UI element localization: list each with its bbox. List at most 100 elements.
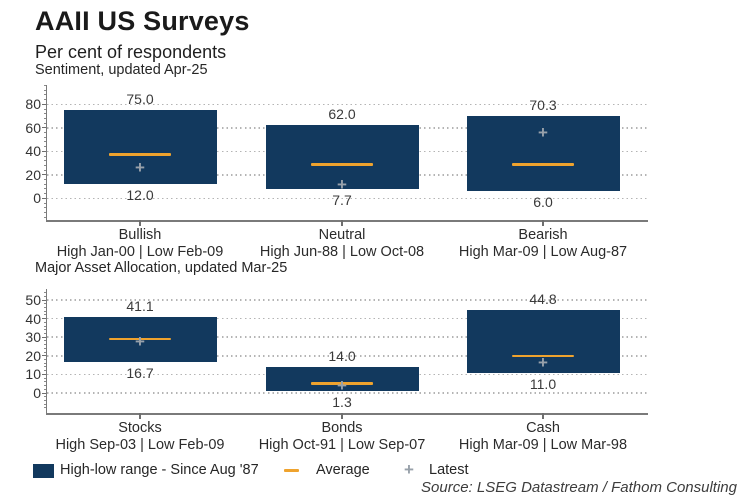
gridline (47, 103, 648, 106)
low-value-label: 1.3 (332, 393, 352, 410)
y-axis-minor-tick (43, 169, 47, 171)
y-axis-minor-tick (43, 160, 47, 162)
range-bar (265, 125, 419, 190)
y-axis-minor-tick (43, 403, 47, 405)
y-axis-tick-label: 40 (25, 310, 41, 327)
y-axis-tick (41, 174, 47, 176)
legend-plus-icon: + (404, 460, 414, 479)
latest-plus-marker: + (135, 331, 145, 351)
x-axis-tick (341, 220, 343, 226)
average-marker (311, 382, 373, 385)
y-axis-tick-label: 0 (33, 385, 41, 401)
y-axis-minor-tick (43, 179, 47, 180)
category-highlow-label: High Mar-09 | Low Mar-98 (458, 437, 628, 453)
legend-range-swatch (33, 464, 54, 478)
y-axis-tick (41, 336, 47, 338)
y-axis-tick-label: 20 (25, 347, 41, 364)
y-axis-minor-tick (43, 362, 47, 364)
legend-range-label: High-low range - Since Aug '87 (60, 462, 259, 478)
y-axis-minor-tick (43, 295, 47, 297)
y-axis-tick-label: 40 (25, 143, 41, 160)
y-axis-tick (41, 150, 47, 152)
category-label: Neutral (318, 227, 366, 243)
average-marker (311, 162, 373, 166)
y-axis-tick (41, 392, 47, 394)
legend-average-label: Average (316, 462, 370, 478)
range-bar (63, 110, 217, 185)
y-axis-minor-tick (43, 351, 47, 353)
y-axis-minor-tick (43, 202, 47, 204)
y-axis-minor-tick (43, 155, 47, 157)
y-axis-minor-tick (43, 207, 47, 209)
average-marker (512, 162, 574, 166)
y-axis-minor-tick (43, 396, 47, 398)
y-axis-tick-label: 30 (25, 329, 41, 346)
y-axis-tick-label: 50 (25, 292, 41, 308)
panel-title: Sentiment, updated Apr-25 (35, 62, 208, 78)
y-axis-tick-label: 20 (25, 166, 41, 183)
high-value-label: 44.8 (529, 290, 557, 307)
y-axis-minor-tick (43, 344, 47, 346)
y-axis-minor-tick (43, 122, 47, 124)
y-axis-minor-tick (43, 366, 47, 368)
category-label: Bonds (321, 420, 363, 436)
latest-plus-marker: + (337, 174, 347, 194)
x-axis-line (45, 220, 648, 222)
high-value-label: 70.3 (529, 96, 557, 113)
y-axis-tick-label: 60 (25, 119, 41, 136)
y-axis-tick (41, 318, 47, 320)
y-axis-minor-tick (43, 359, 47, 361)
y-axis-minor-tick (43, 303, 47, 305)
y-axis-minor-tick (43, 399, 47, 401)
y-axis-minor-tick (43, 385, 47, 387)
y-axis-minor-tick (43, 329, 47, 331)
category-highlow-label: High Sep-03 | Low Feb-09 (55, 437, 225, 453)
latest-plus-marker: + (135, 157, 145, 177)
y-axis-minor-tick (43, 164, 47, 166)
y-axis-minor-tick (43, 407, 47, 409)
y-axis-tick (41, 103, 47, 105)
y-axis-minor-tick (43, 183, 47, 185)
y-axis-minor-tick (43, 132, 47, 133)
range-bar (466, 309, 620, 373)
x-axis-tick (542, 220, 544, 226)
panel-title: Major Asset Allocation, updated Mar-25 (35, 260, 288, 276)
y-axis-minor-tick (43, 136, 47, 138)
x-axis-tick (542, 413, 544, 419)
y-axis-minor-tick (43, 340, 47, 342)
y-axis-tick-label: 0 (33, 190, 41, 207)
y-axis-minor-tick (43, 292, 47, 294)
low-value-label: 16.7 (126, 364, 154, 381)
category-highlow-label: High Jan-00 | Low Feb-09 (56, 244, 224, 260)
x-axis-line (45, 413, 648, 415)
low-value-label: 12.0 (126, 187, 154, 204)
low-value-label: 6.0 (533, 194, 553, 211)
legend-average-line-icon (284, 469, 299, 472)
source-credit: Source: LSEG Datastream / Fathom Consult… (421, 479, 737, 496)
y-axis-tick (41, 373, 47, 376)
category-highlow-label: High Jun-88 | Low Oct-08 (259, 244, 425, 260)
y-axis-tick-label: 10 (25, 366, 41, 383)
y-axis-tick (41, 127, 47, 129)
chart-title: AAII US Surveys (35, 6, 250, 36)
y-axis-minor-tick (43, 188, 47, 190)
y-axis-minor-tick (43, 310, 47, 312)
category-label: Cash (526, 420, 560, 436)
gridline (47, 317, 648, 320)
chart-subtitle: Per cent of respondents (35, 42, 227, 62)
y-axis-minor-tick (43, 370, 47, 372)
y-axis-minor-tick (43, 306, 47, 308)
y-axis-minor-tick (43, 332, 47, 334)
category-label: Bullish (118, 227, 162, 243)
y-axis-minor-tick (43, 314, 47, 316)
latest-plus-marker: + (337, 375, 347, 395)
y-axis-minor-tick (43, 99, 47, 101)
x-axis-tick (139, 220, 141, 226)
y-axis-minor-tick (43, 146, 47, 148)
average-marker (109, 152, 171, 156)
x-axis-tick (139, 413, 141, 419)
legend-latest-label: Latest (429, 462, 469, 478)
category-label: Bearish (518, 227, 568, 243)
y-axis-minor-tick (43, 216, 47, 218)
y-axis-minor-tick (43, 117, 47, 119)
